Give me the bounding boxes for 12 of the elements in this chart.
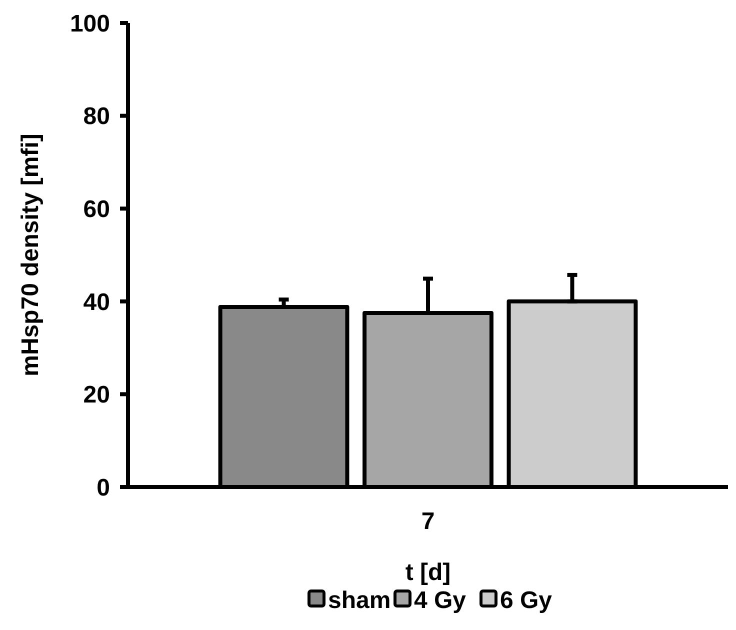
y-tick-label: 20 bbox=[83, 382, 110, 409]
y-tick-label: 60 bbox=[83, 196, 110, 223]
legend-label: 4 Gy bbox=[414, 587, 467, 614]
y-tick-label: 80 bbox=[83, 103, 110, 130]
x-tick-label: 7 bbox=[421, 508, 435, 535]
x-axis-title: t [d] bbox=[405, 559, 451, 586]
legend-label: 6 Gy bbox=[500, 587, 553, 614]
y-tick-label: 40 bbox=[83, 288, 110, 316]
y-tick-label: 100 bbox=[70, 10, 110, 38]
y-tick-label: 0 bbox=[96, 474, 110, 502]
legend-label: sham bbox=[328, 587, 391, 614]
y-axis-title: mHsp70 density [mfi] bbox=[17, 134, 44, 376]
